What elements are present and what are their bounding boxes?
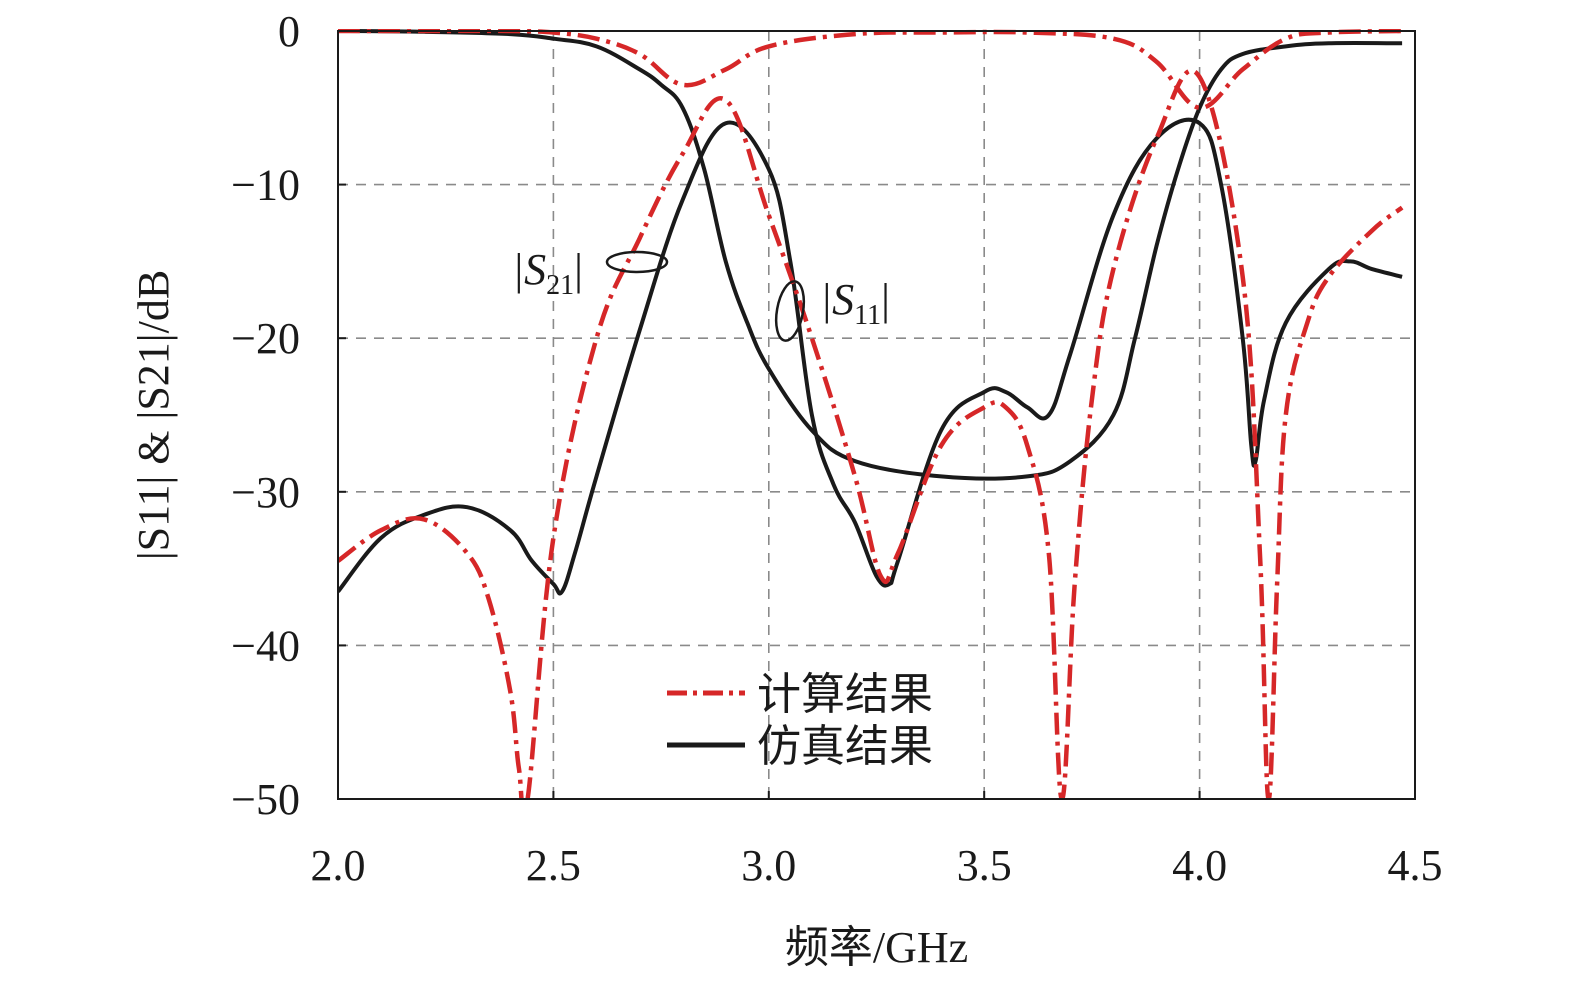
series-line-s21-calculated: [338, 29, 1403, 111]
x-tick-label: 3.5: [957, 841, 1012, 890]
grid: [338, 31, 1415, 799]
y-axis-ticks: 0 −10 −20 −30 −40 −50: [231, 7, 346, 824]
x-tick-label: 4.5: [1388, 841, 1443, 890]
y-tick-label: −10: [231, 161, 300, 210]
x-tick-label: 3.0: [741, 841, 796, 890]
x-axis-title: 频率/GHz: [785, 923, 968, 972]
annotation-ellipse: [774, 280, 806, 342]
annotation-label: |S11|: [820, 275, 890, 331]
annotation-ellipse: [605, 250, 669, 274]
x-tick-label: 2.0: [311, 841, 366, 890]
y-tick-label: −40: [231, 621, 300, 670]
annotations: |S21| |S11|: [512, 245, 890, 342]
series-line-s11-simulated: [338, 117, 1403, 596]
series-line-s21-simulated: [338, 29, 1403, 481]
series-layer: [338, 29, 1404, 799]
y-axis-title: |S11| & |S21|/dB: [129, 270, 178, 560]
legend-label: 仿真结果: [757, 721, 933, 772]
x-tick-label: 2.5: [526, 841, 581, 890]
y-tick-label: −30: [231, 468, 300, 517]
x-tick-label: 4.0: [1172, 841, 1227, 890]
y-tick-label: −50: [231, 775, 300, 824]
x-axis-ticks: 2.0 2.5 3.0 3.5 4.0 4.5: [311, 791, 1443, 890]
plot-frame: [337, 30, 1416, 800]
y-tick-label: −20: [231, 314, 300, 363]
series-line-s11-calculated: [338, 68, 1404, 799]
annotation-label: |S21|: [512, 245, 583, 301]
y-tick-label: 0: [278, 7, 300, 56]
legend-label: 计算结果: [757, 669, 933, 720]
